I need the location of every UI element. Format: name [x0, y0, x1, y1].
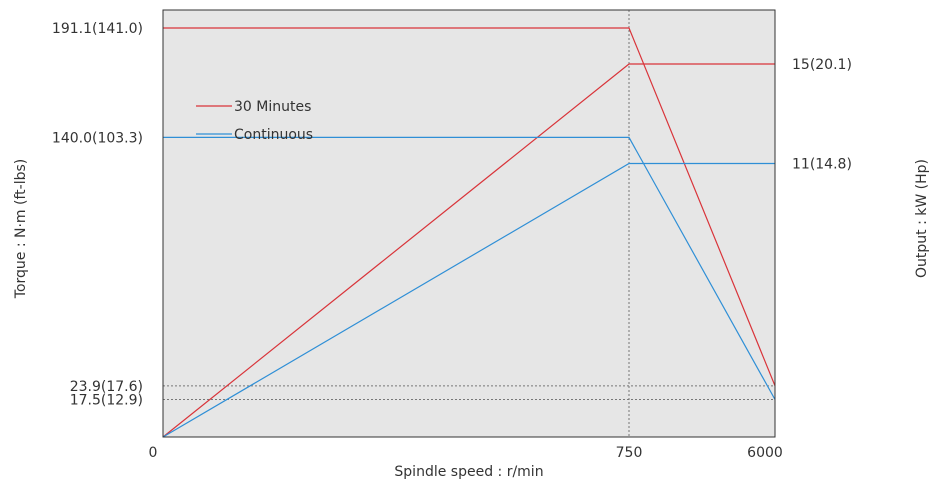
x-tick-label: 0 — [149, 445, 158, 461]
left-tick-label: 23.9(17.6) — [70, 379, 143, 395]
series-line-torque-2 — [163, 136, 776, 400]
left-tick-label: 140.0(103.3) — [52, 130, 143, 146]
series-line-output-3 — [162, 162, 775, 438]
legend-label: Continuous — [234, 127, 313, 143]
x-axis-title: Spindle speed : r/min — [394, 464, 543, 480]
left-tick-label: 191.1(141.0) — [52, 21, 143, 37]
plot-area — [163, 10, 775, 437]
series-line-torque-0 — [163, 27, 776, 387]
legend-label: 30 Minutes — [234, 99, 311, 115]
plot-frame — [162, 9, 776, 438]
right-tick-label: 11(14.8) — [792, 156, 852, 172]
right-tick-label: 15(20.1) — [792, 57, 852, 73]
left-axis-ticks: 191.1(141.0) 140.0(103.3) 23.9(17.6)17.5(1… — [52, 21, 143, 409]
series-line-output-1 — [162, 63, 775, 438]
x-tick-label: 6000 — [747, 445, 783, 461]
legend: 30 Minutes Continuous — [196, 99, 313, 143]
right-axis-title: Output : kW (Hp) — [914, 159, 930, 278]
left-axis-title: Torque : N·m (ft-lbs) — [13, 159, 29, 299]
x-tick-label: 750 — [616, 445, 643, 461]
right-axis-ticks: 15(20.1) 11(14.8) — [792, 57, 852, 172]
left-tick-label: 17.5(12.9) — [70, 393, 143, 409]
guide-lines — [163, 10, 775, 437]
series-layer — [162, 27, 776, 438]
x-axis-ticks: 0 750 6000 — [149, 445, 783, 461]
